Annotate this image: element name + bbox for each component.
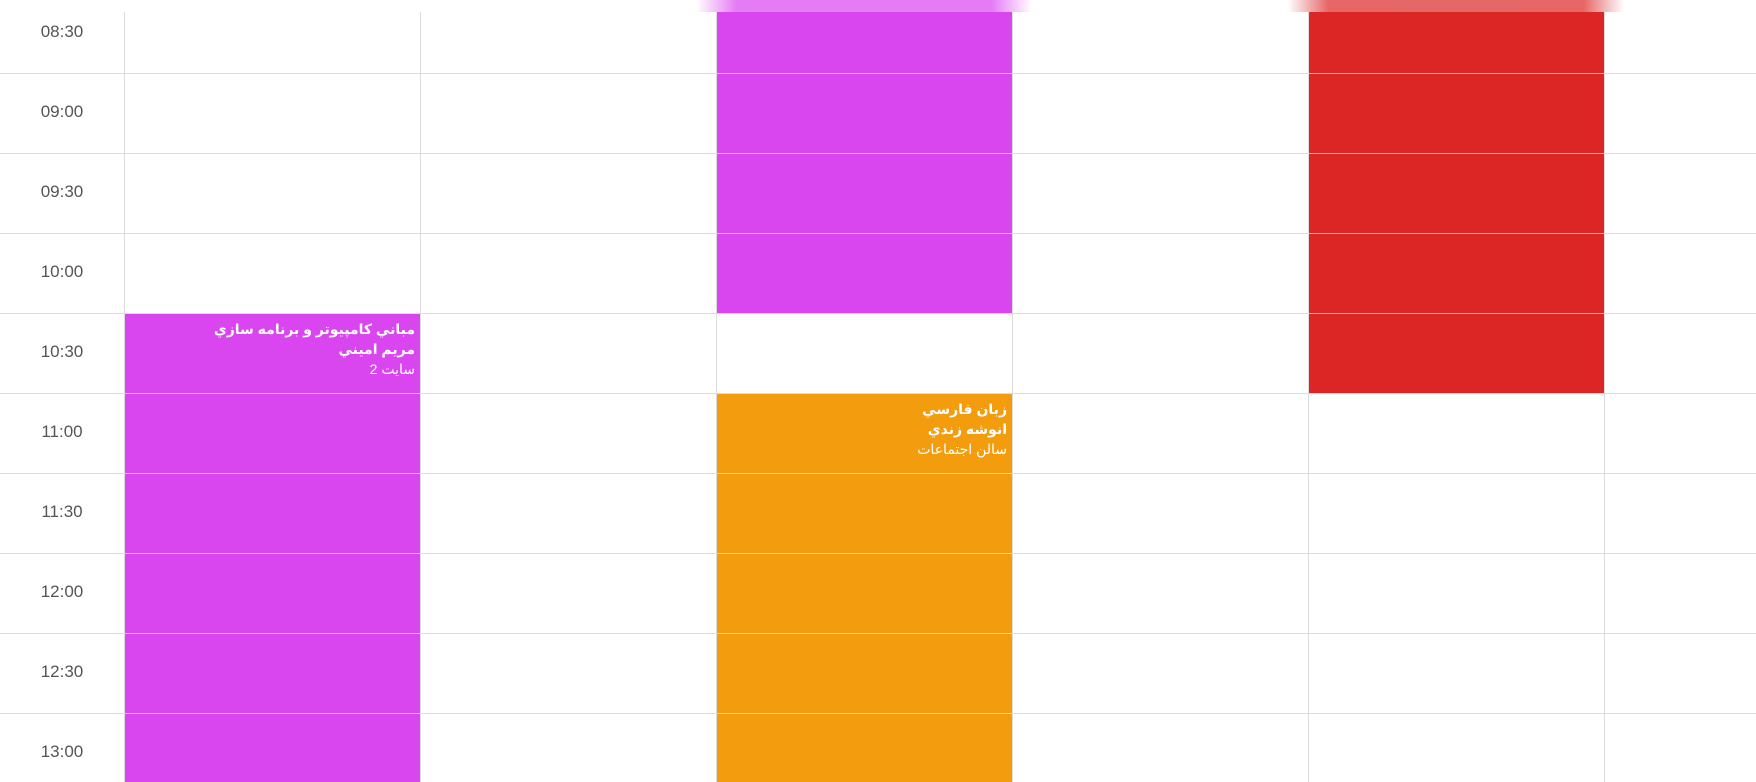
slot-separator: [125, 713, 420, 714]
time-label: 09:00: [40, 102, 84, 121]
event-teacher: مريم اميني: [338, 341, 415, 357]
event-title: زبان فارسي: [922, 401, 1007, 417]
class-event-card[interactable]: [717, 12, 1012, 313]
day-column-divider: [124, 12, 125, 782]
time-label: 09:30: [40, 182, 84, 201]
day-column-divider: [1604, 12, 1605, 782]
slot-separator: [125, 393, 420, 394]
event-room: سالن اجتماعات: [917, 441, 1007, 457]
slot-separator: [125, 553, 420, 554]
day-column-divider: [420, 12, 421, 782]
slot-separator: [717, 553, 1012, 554]
slot-separator: [1309, 313, 1604, 314]
event-overflow-shadow: [1288, 0, 1624, 12]
slot-divider: [0, 313, 1756, 314]
time-label: 12:00: [40, 582, 84, 601]
class-event-card[interactable]: زبان فارسي انوشه زندي سالن اجتماعات: [717, 394, 1012, 782]
time-label: 11:30: [41, 502, 83, 521]
class-event-card[interactable]: [1309, 12, 1604, 393]
event-teacher: انوشه زندي: [927, 421, 1007, 437]
slot-separator: [717, 153, 1012, 154]
slot-separator: [1309, 153, 1604, 154]
time-label: 13:00: [40, 742, 84, 761]
slot-separator: [125, 473, 420, 474]
slot-separator: [1309, 73, 1604, 74]
day-column-divider: [1308, 12, 1309, 782]
time-label: 10:30: [40, 342, 84, 361]
day-column-divider: [1012, 12, 1013, 782]
slot-separator: [125, 633, 420, 634]
time-column: 08:30 09:00 09:30 10:00 10:30 11:00 11:3…: [0, 0, 124, 782]
slot-separator: [717, 473, 1012, 474]
time-label: 10:00: [40, 262, 84, 281]
class-event-card[interactable]: مباني كامپيوتر و برنامه سازي مريم اميني …: [125, 314, 420, 782]
slot-separator: [717, 633, 1012, 634]
slot-separator: [717, 713, 1012, 714]
event-overflow-shadow: [696, 0, 1032, 12]
day-column-divider: [716, 12, 717, 782]
slot-divider: [0, 393, 1756, 394]
slot-separator: [1309, 233, 1604, 234]
event-room: سايت 2: [369, 361, 415, 377]
slot-separator: [717, 73, 1012, 74]
slot-separator: [717, 233, 1012, 234]
event-title: مباني كامپيوتر و برنامه سازي: [213, 321, 415, 337]
time-label: 11:00: [41, 422, 83, 441]
time-label: 08:30: [40, 22, 84, 41]
time-label: 12:30: [40, 662, 84, 681]
